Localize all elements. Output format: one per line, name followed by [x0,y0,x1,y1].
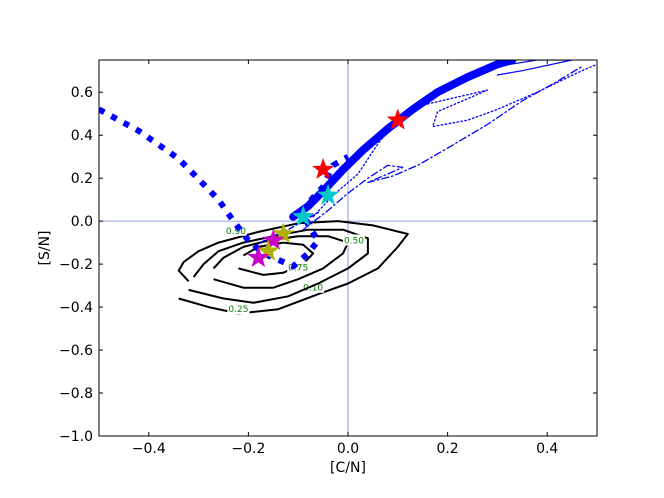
contour-label-bg [342,234,365,246]
contour-label-bg [302,281,325,293]
y-tick-label: −0.8 [59,386,93,402]
magenta-star-marker [262,228,285,251]
series-dashdot [302,65,583,231]
contour-label-bg [287,261,310,273]
track-layer [99,60,597,270]
x-tick-label: 0.0 [337,441,359,457]
contour-label: 0.75 [288,263,308,273]
series-thick-solid [289,60,517,221]
y-tick-label: 0.2 [71,171,93,187]
magenta-star-marker [247,245,270,268]
series-dashed [252,211,319,248]
cyan-star-marker [291,205,315,227]
contour-label-bg [227,303,250,315]
contour-0.10 [177,220,409,315]
contour-0.25 [188,228,369,304]
cyan-star-marker [316,183,340,205]
axis-ticks: −0.4 −0.2 0.0 0.2 0.4 −1.0 −0.8 −0.6 −0.4 −0.2 0.0… [59,60,597,457]
yellow-star-marker [257,239,280,261]
series-thin-solid [496,60,573,76]
y-tick-label: −0.4 [59,300,93,316]
yellow-star-marker [272,222,295,244]
marker-layer [247,108,410,268]
contour-label: 0.50 [344,236,364,246]
y-tick-label: −0.2 [59,257,93,273]
y-tick-label: −1.0 [59,429,93,445]
contour-label: 0.25 [228,305,248,315]
contour-label: 0.10 [303,284,323,294]
y-tick-label: −0.6 [59,343,93,359]
series-thick-dotted [99,106,350,270]
reference-lines [99,60,597,436]
y-axis-title: [S/N] [37,231,53,266]
contour-label-bg [224,224,247,236]
red-star-marker [311,157,335,180]
x-axis-title: [C/N] [330,460,366,476]
x-tick-label: 0.2 [436,441,458,457]
x-tick-label: −0.4 [132,441,166,457]
series-dotted [312,63,597,218]
x-tick-label: −0.2 [231,441,265,457]
y-tick-label: 0.0 [71,214,93,230]
contour-label: 0.90 [226,227,246,237]
y-tick-label: 0.4 [71,128,93,144]
y-tick-label: 0.6 [71,85,93,101]
x-tick-label: 0.4 [536,441,558,457]
red-star-marker [386,108,410,130]
contour-layer: 0.10 0.25 0.50 0.75 0.90 [177,220,409,315]
